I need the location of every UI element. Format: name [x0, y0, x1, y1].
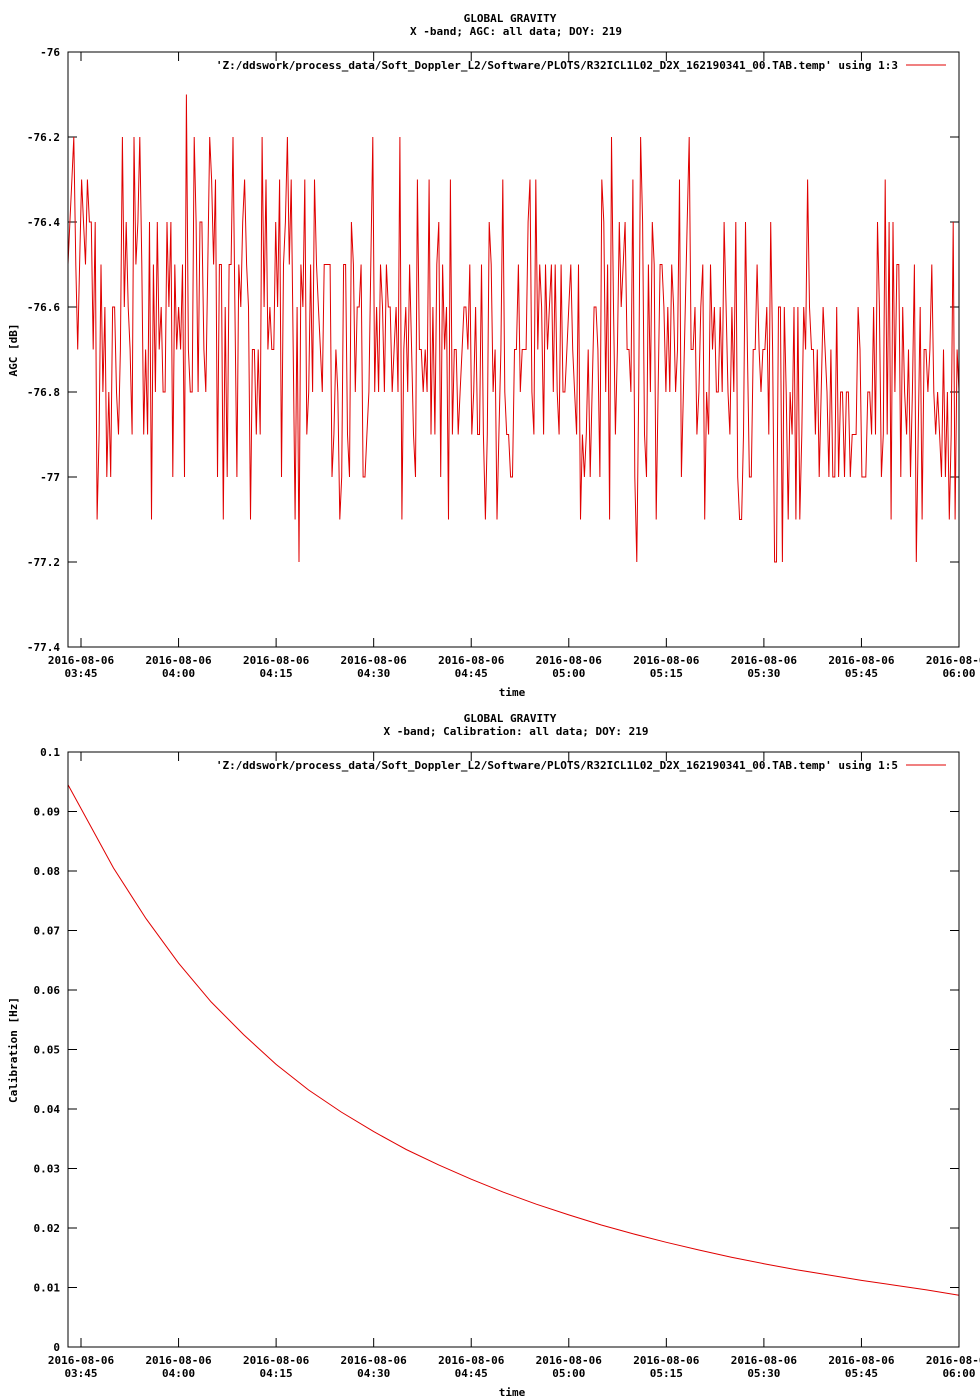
calibration-legend-label: 'Z:/ddswork/process_data/Soft_Doppler_L2…	[216, 759, 898, 772]
agc-y-axis-label: AGC [dB]	[7, 324, 20, 377]
calibration-y-tick-label: 0	[53, 1341, 60, 1354]
agc-x-tick-time: 04:15	[260, 667, 293, 680]
agc-y-ticks: -76 -76.2 -76.4 -76.6 -76.8 -77 -77.2 -77.4	[27, 46, 959, 654]
calibration-y-tick-label: 0.06	[34, 984, 61, 997]
calibration-y-tick-label: 0.02	[34, 1222, 61, 1235]
calibration-x-ticks: 2016-08-0603:452016-08-0604:002016-08-06…	[48, 752, 980, 1380]
calibration-x-tick-time: 04:45	[455, 1367, 488, 1380]
agc-x-ticks: 2016-08-0603:452016-08-0604:002016-08-06…	[48, 52, 980, 680]
calibration-x-tick-date: 2016-08-06	[145, 1354, 212, 1367]
calibration-plot-frame	[67, 751, 960, 1348]
agc-y-tick-label: -76.8	[27, 386, 60, 399]
calibration-y-tick-label: 0.09	[34, 806, 61, 819]
agc-legend-label: 'Z:/ddswork/process_data/Soft_Doppler_L2…	[216, 59, 898, 72]
calibration-title: GLOBAL GRAVITY	[464, 712, 557, 725]
calibration-x-tick-time: 06:00	[942, 1367, 975, 1380]
agc-x-tick-date: 2016-08-06	[145, 654, 212, 667]
calibration-x-tick-date: 2016-08-06	[341, 1354, 408, 1367]
agc-x-tick-date: 2016-08-06	[731, 654, 798, 667]
calibration-x-tick-date: 2016-08-06	[731, 1354, 798, 1367]
calibration-series-line	[67, 784, 960, 1296]
calibration-x-axis-label: time	[499, 1386, 526, 1399]
agc-x-tick-date: 2016-08-06	[633, 654, 700, 667]
agc-y-tick-label: -77.4	[27, 641, 60, 654]
agc-x-tick-time: 04:45	[455, 667, 488, 680]
calibration-y-axis-label: Calibration [Hz]	[7, 997, 20, 1103]
agc-x-tick-date: 2016-08-06	[48, 654, 115, 667]
agc-y-tick-label: -76.4	[27, 216, 60, 229]
calibration-x-tick-date: 2016-08-06	[48, 1354, 115, 1367]
agc-y-tick-label: -76	[40, 46, 60, 59]
agc-x-tick-time: 05:30	[747, 667, 780, 680]
calibration-x-tick-date: 2016-08-06	[633, 1354, 700, 1367]
agc-x-tick-date: 2016-08-06	[243, 654, 310, 667]
agc-y-tick-label: -76.2	[27, 131, 60, 144]
agc-title: GLOBAL GRAVITY	[464, 12, 557, 25]
calibration-x-tick-time: 05:45	[845, 1367, 878, 1380]
calibration-x-tick-time: 04:30	[357, 1367, 390, 1380]
agc-x-tick-time: 04:00	[162, 667, 195, 680]
agc-plot-frame	[67, 51, 960, 648]
agc-y-tick-label: -77	[40, 471, 60, 484]
agc-y-tick-label: -76.6	[27, 301, 60, 314]
calibration-subtitle: X -band; Calibration: all data; DOY: 219	[384, 725, 649, 738]
agc-x-tick-time: 05:45	[845, 667, 878, 680]
agc-x-axis-label: time	[499, 686, 526, 699]
calibration-x-tick-time: 05:15	[650, 1367, 683, 1380]
agc-y-tick-label: -77.2	[27, 556, 60, 569]
agc-x-tick-time: 06:00	[942, 667, 975, 680]
calibration-x-tick-time: 04:15	[260, 1367, 293, 1380]
calibration-x-tick-date: 2016-08-06	[438, 1354, 505, 1367]
calibration-x-tick-time: 03:45	[64, 1367, 97, 1380]
agc-series-line	[67, 94, 960, 563]
calibration-y-tick-label: 0.03	[34, 1163, 61, 1176]
agc-panel: GLOBAL GRAVITY X -band; AGC: all data; D…	[7, 12, 980, 699]
calibration-y-ticks: 0 0.01 0.02 0.03 0.04 0.05 0.06 0.07 0.08 0.09 0.1	[34, 746, 959, 1354]
agc-x-tick-date: 2016-08-06	[926, 654, 980, 667]
calibration-y-tick-label: 0.04	[34, 1103, 61, 1116]
agc-x-tick-date: 2016-08-06	[536, 654, 603, 667]
calibration-x-tick-date: 2016-08-06	[243, 1354, 310, 1367]
agc-x-tick-time: 04:30	[357, 667, 390, 680]
calibration-y-tick-label: 0.1	[40, 746, 60, 759]
calibration-y-tick-label: 0.08	[34, 865, 61, 878]
calibration-x-tick-date: 2016-08-06	[536, 1354, 603, 1367]
agc-x-tick-time: 05:00	[552, 667, 585, 680]
agc-x-tick-time: 03:45	[64, 667, 97, 680]
agc-x-tick-date: 2016-08-06	[341, 654, 408, 667]
calibration-y-tick-label: 0.05	[34, 1044, 61, 1057]
calibration-y-tick-label: 0.07	[34, 925, 61, 938]
agc-x-tick-date: 2016-08-06	[828, 654, 895, 667]
calibration-x-tick-date: 2016-08-06	[828, 1354, 895, 1367]
agc-x-tick-date: 2016-08-06	[438, 654, 505, 667]
agc-subtitle: X -band; AGC: all data; DOY: 219	[410, 25, 622, 38]
calibration-y-tick-label: 0.01	[34, 1282, 61, 1295]
calibration-x-tick-time: 05:00	[552, 1367, 585, 1380]
calibration-x-tick-time: 04:00	[162, 1367, 195, 1380]
agc-x-tick-time: 05:15	[650, 667, 683, 680]
calibration-x-tick-time: 05:30	[747, 1367, 780, 1380]
calibration-panel: GLOBAL GRAVITY X -band; Calibration: all…	[7, 712, 980, 1399]
calibration-x-tick-date: 2016-08-06	[926, 1354, 980, 1367]
